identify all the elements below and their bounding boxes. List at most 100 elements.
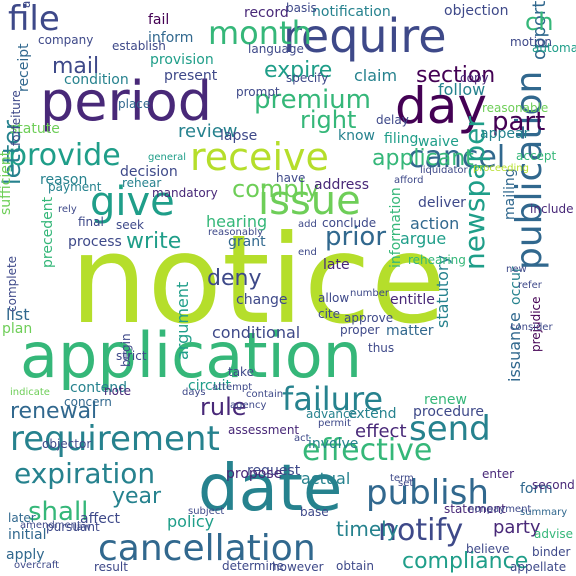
word-law: law xyxy=(74,522,91,533)
word-objector: objector xyxy=(42,437,91,451)
word-statutory: statutory xyxy=(433,255,452,328)
word-matter: matter xyxy=(386,323,434,339)
word-advise: advise xyxy=(534,527,573,541)
word-application: application xyxy=(20,319,362,392)
word-hearing: hearing xyxy=(206,212,267,231)
word-year: year xyxy=(112,484,162,509)
word-waive: waive xyxy=(418,134,459,150)
word-motion: motion xyxy=(510,35,552,49)
word-days: days xyxy=(182,387,206,398)
word-company: company xyxy=(38,33,93,47)
word-actual: actual xyxy=(301,469,350,488)
word-basis: basis xyxy=(286,1,317,15)
word-record: record xyxy=(244,5,289,21)
word-rule: rule xyxy=(200,393,247,421)
word-consider: consider xyxy=(510,322,553,333)
word-conclude: conclude xyxy=(322,216,376,230)
word-prompt: prompt xyxy=(236,85,280,99)
word-attempt: attempt xyxy=(212,382,252,393)
word-obtain: obtain xyxy=(336,559,374,573)
word-expire: expire xyxy=(264,58,332,83)
word-add: add xyxy=(298,219,317,230)
word-claim: claim xyxy=(354,66,397,85)
word-binder: binder xyxy=(532,545,571,559)
word-receipt: receipt xyxy=(16,43,32,92)
word-have: have xyxy=(276,171,305,185)
word-action: action xyxy=(410,214,459,233)
word-renewal: renewal xyxy=(10,399,97,424)
word-liquidator: liquidator xyxy=(420,165,469,176)
word-take: take xyxy=(228,365,254,379)
word-affect: affect xyxy=(80,511,121,527)
word-provision: provision xyxy=(150,52,214,68)
word-summary: summary xyxy=(520,507,567,518)
word-involve: involve xyxy=(308,436,358,452)
word-review: review xyxy=(178,121,238,142)
word-plan: plan xyxy=(2,321,32,337)
word-failure: failure xyxy=(282,380,383,418)
word-lapse: lapse xyxy=(220,128,257,144)
word-thus: thus xyxy=(368,341,394,355)
word-change: change xyxy=(236,292,288,308)
word-proper: proper xyxy=(340,323,380,337)
word-give: give xyxy=(90,179,175,225)
word-right: right xyxy=(300,106,356,134)
word-effective: effective xyxy=(302,433,432,468)
word-provide: provide xyxy=(8,138,121,173)
word-argue: argue xyxy=(400,229,446,248)
word-request: request xyxy=(247,463,301,479)
word-filing: filing xyxy=(384,131,418,147)
word-part: part xyxy=(492,107,545,137)
word-process: process xyxy=(68,234,122,250)
word-timely: timely xyxy=(336,517,399,541)
word-cite: cite xyxy=(318,307,340,321)
word-condition: condition xyxy=(64,72,129,88)
word-rehear: rehear xyxy=(122,176,161,190)
word-applicant: applicant xyxy=(372,146,474,171)
word-premium: premium xyxy=(254,85,371,115)
word-day: day xyxy=(395,77,487,135)
word-grant: grant xyxy=(228,234,266,250)
word-appellate: appellate xyxy=(510,560,566,574)
word-procedure: procedure xyxy=(413,404,484,420)
word-second: second xyxy=(532,478,575,492)
word-amendment: amendment xyxy=(20,520,81,531)
word-letter: letter xyxy=(0,120,26,185)
word-write: write xyxy=(126,229,181,254)
word-publication: publication xyxy=(509,71,550,270)
word-prejudice: prejudice xyxy=(529,296,543,352)
word-proceeding: proceeding xyxy=(473,163,529,174)
word-notification: notification xyxy=(312,4,391,20)
word-list: list xyxy=(6,305,30,324)
word-policy: policy xyxy=(167,512,214,531)
word-initial: initial xyxy=(8,527,47,543)
word-refer: refer xyxy=(518,280,543,291)
word-decision: decision xyxy=(120,164,178,180)
word-ch: ch xyxy=(525,8,553,36)
word-pursuant: pursuant xyxy=(46,520,100,534)
word-automatic: automatic xyxy=(532,41,576,55)
word-extend: extend xyxy=(348,406,397,422)
word-rely: rely xyxy=(58,204,77,215)
word-specify: specify xyxy=(286,71,328,85)
word-subject: subject xyxy=(188,506,224,517)
word-term: term xyxy=(390,473,414,484)
word-information: information xyxy=(388,187,404,268)
word-final: final xyxy=(78,215,104,229)
word-renew: renew xyxy=(424,392,467,408)
word-mailing: mailing xyxy=(502,168,518,220)
word-determine: determine xyxy=(222,559,284,573)
word-month: month xyxy=(208,14,312,52)
word-publish: publish xyxy=(366,473,489,513)
word-include: include xyxy=(530,202,573,216)
word-agency: agency xyxy=(230,400,266,411)
word-send: send xyxy=(409,409,491,449)
word-compliance: compliance xyxy=(402,549,528,574)
word-overcraft: overcraft xyxy=(14,560,59,571)
word-begin: begin xyxy=(119,333,133,367)
word-inform: inform xyxy=(148,30,193,46)
word-statement: statement xyxy=(444,502,506,516)
word-place: place xyxy=(118,97,150,111)
word-present: present xyxy=(164,68,218,84)
